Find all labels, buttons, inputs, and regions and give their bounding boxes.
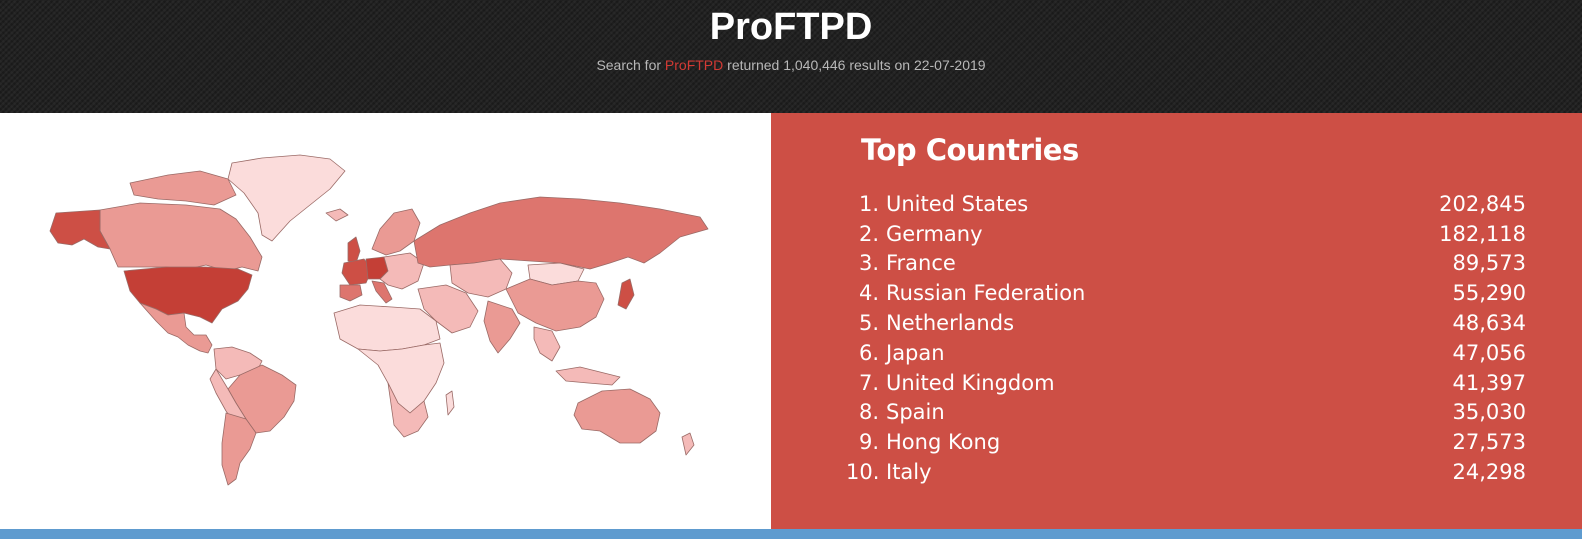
map-region-eastern-europe[interactable] [379, 252, 425, 290]
country-rank: 1. [858, 191, 879, 216]
map-region-united-kingdom[interactable] [347, 236, 361, 264]
map-region-italy[interactable] [371, 280, 393, 304]
country-rank: 4. [858, 281, 879, 306]
map-region-spain[interactable] [339, 284, 363, 302]
map-region-north-africa[interactable] [333, 304, 441, 352]
list-item[interactable]: 8. Spain 35,030 [846, 398, 1526, 428]
world-map-panel [0, 113, 771, 529]
country-name: Russian Federation [886, 281, 1086, 306]
list-item[interactable]: 4. Russian Federation 55,290 [846, 278, 1526, 308]
map-region-argentina-chile[interactable] [221, 412, 257, 486]
search-summary: Search for ProFTPD returned 1,040,446 re… [0, 56, 1582, 74]
country-count: 48,634 [1452, 311, 1526, 336]
map-region-france[interactable] [341, 258, 373, 286]
page-title: ProFTPD [709, 6, 873, 48]
country-count: 35,030 [1452, 400, 1526, 425]
search-query-link[interactable]: ProFTPD [664, 57, 724, 73]
country-name: Hong Kong [886, 430, 1001, 455]
search-summary-suffix: returned 1,040,446 results on 22-07-2019 [723, 57, 986, 73]
country-rank: 10. [846, 460, 880, 485]
country-rank: 6. [858, 340, 879, 365]
top-countries-title: Top Countries [861, 133, 1079, 167]
country-name: Italy [886, 460, 932, 485]
country-count: 182,118 [1439, 221, 1526, 246]
list-item[interactable]: 10. Italy 24,298 [846, 457, 1526, 487]
top-countries-list: 1. United States 202,845 2. Germany 182,118 … [846, 189, 1526, 487]
country-count: 24,298 [1452, 460, 1526, 485]
country-count: 89,573 [1452, 251, 1526, 276]
list-item[interactable]: 7. United Kingdom 41,397 [846, 368, 1526, 398]
country-rank: 9. [858, 430, 879, 455]
country-rank: 7. [858, 370, 879, 395]
page-header: ProFTPD Search for ProFTPD returned 1,04… [0, 0, 1582, 113]
country-name: France [886, 251, 956, 276]
map-region-southern-africa[interactable] [387, 382, 429, 438]
country-count: 27,573 [1452, 430, 1526, 455]
map-region-india[interactable] [483, 300, 521, 354]
list-item[interactable]: 3. France 89,573 [846, 249, 1526, 279]
map-region-japan[interactable] [617, 278, 635, 310]
map-region-arctic-islands[interactable] [129, 170, 237, 206]
map-region-united-states[interactable] [123, 266, 253, 324]
map-region-greenland[interactable] [227, 154, 346, 242]
map-region-scandinavia[interactable] [371, 208, 421, 256]
map-region-central-africa[interactable] [357, 342, 445, 414]
map-region-indonesia[interactable] [555, 366, 621, 386]
list-item[interactable]: 5. Netherlands 48,634 [846, 308, 1526, 338]
country-name: Germany [886, 221, 983, 246]
list-item[interactable]: 9. Hong Kong 27,573 [846, 427, 1526, 457]
map-region-middle-east[interactable] [417, 284, 479, 334]
map-region-new-zealand[interactable] [681, 432, 695, 456]
map-region-canada[interactable] [99, 202, 263, 272]
country-name: Japan [886, 340, 945, 365]
world-choropleth-map [49, 154, 709, 486]
country-name: Spain [886, 400, 945, 425]
country-count: 202,845 [1439, 191, 1526, 216]
map-region-madagascar[interactable] [445, 390, 455, 416]
map-region-southeast-asia[interactable] [533, 326, 561, 362]
country-name: United Kingdom [886, 370, 1055, 395]
map-region-russia[interactable] [413, 196, 709, 270]
map-region-alaska[interactable] [49, 209, 111, 250]
country-rank: 2. [858, 221, 879, 246]
country-rank: 5. [858, 311, 879, 336]
list-item[interactable]: 6. Japan 47,056 [846, 338, 1526, 368]
map-region-iceland[interactable] [325, 208, 349, 222]
country-count: 47,056 [1452, 340, 1526, 365]
bottom-divider-bar [0, 529, 1582, 539]
country-name: United States [886, 191, 1029, 216]
country-count: 41,397 [1452, 370, 1526, 395]
country-rank: 8. [858, 400, 879, 425]
list-item[interactable]: 1. United States 202,845 [846, 189, 1526, 219]
map-region-mexico[interactable] [139, 302, 213, 354]
country-rank: 3. [858, 251, 879, 276]
map-region-australia[interactable] [573, 388, 661, 444]
search-summary-prefix: Search for [596, 57, 665, 73]
country-count: 55,290 [1452, 281, 1526, 306]
list-item[interactable]: 2. Germany 182,118 [846, 219, 1526, 249]
top-countries-panel: Top Countries 1. United States 202,845 2. G… [771, 113, 1582, 529]
country-name: Netherlands [886, 311, 1015, 336]
map-region-china[interactable] [505, 278, 605, 332]
